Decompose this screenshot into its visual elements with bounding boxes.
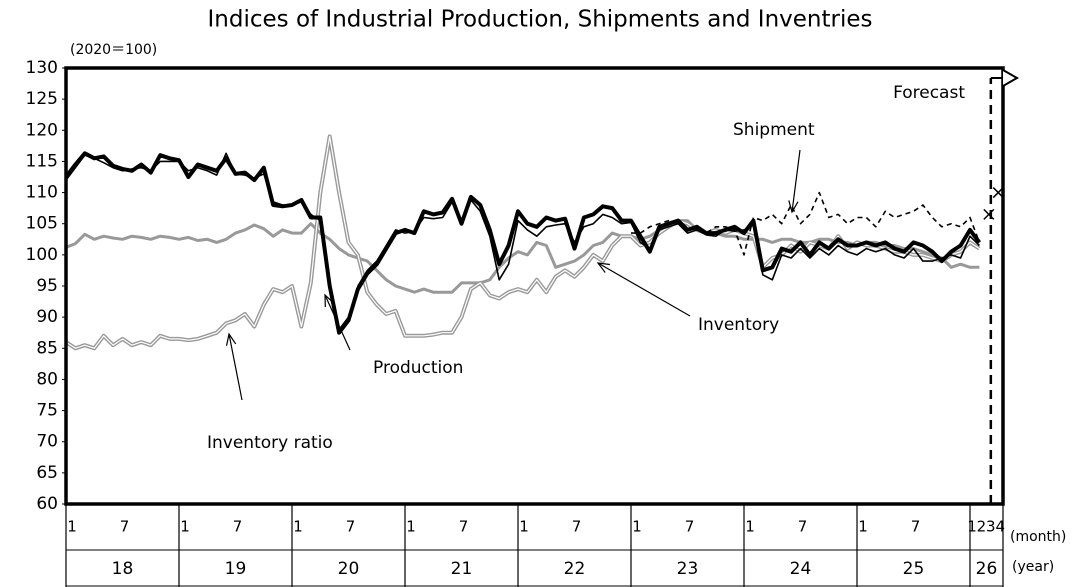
y-tick-label: 105 (26, 214, 58, 234)
year-label: 19 (225, 559, 247, 579)
y-tick-label: 125 (26, 89, 58, 109)
y-tick-label: 65 (36, 463, 58, 483)
y-tick-label: 120 (26, 120, 58, 140)
series-label: Shipment (733, 120, 815, 140)
year-label: 24 (790, 559, 812, 579)
y-tick-label: 85 (36, 338, 58, 358)
y-tick-label: 90 (36, 307, 58, 327)
forecast-arrow-head (1002, 69, 1020, 87)
x-tick-label: 7 (459, 518, 469, 536)
year-label: 22 (564, 559, 586, 579)
x-tick-label: 7 (346, 518, 356, 536)
label-arrow-head (788, 200, 799, 214)
y-tick-label: 60 (36, 494, 58, 514)
year-label: 20 (338, 559, 360, 579)
x-tick-label: 1 (67, 518, 77, 536)
y-tick-label: 75 (36, 401, 58, 421)
x-tick-label: 7 (798, 518, 808, 536)
x-tick-label: 3 (986, 518, 996, 536)
label-arrow (791, 149, 801, 213)
x-unit: (month) (1010, 529, 1066, 545)
y-tick-label: 80 (36, 369, 58, 389)
x-tick-label: 7 (233, 518, 243, 536)
x-tick-label: 1 (858, 518, 868, 536)
forecast-marker (983, 208, 995, 220)
year-label: 21 (451, 559, 473, 579)
series-label: Inventory (698, 315, 779, 335)
x-tick-label: 1 (293, 518, 303, 536)
year-label: 26 (976, 559, 998, 579)
series-label: Production (373, 358, 463, 378)
x-tick-label: 1 (180, 518, 190, 536)
label-arrow-head (225, 332, 237, 346)
x-tick-label: 7 (911, 518, 921, 536)
year-label: 25 (903, 559, 925, 579)
y-tick-label: 70 (36, 432, 58, 452)
series-label: Inventory ratio (207, 433, 333, 453)
y-unit: (2020＝100) (70, 42, 157, 58)
y-tick-label: 100 (26, 245, 58, 265)
label-arrow (324, 294, 351, 351)
x-tick-label: 1 (632, 518, 642, 536)
series-line (66, 151, 981, 335)
x-tick-label: 2 (977, 518, 987, 536)
x-tick-label: 4 (995, 518, 1005, 536)
x-tick-label: 7 (685, 518, 695, 536)
forecast-label: Forecast (893, 83, 965, 103)
y-tick-label: 115 (26, 151, 58, 171)
year-unit: (year) (1012, 559, 1054, 575)
year-label: 23 (677, 559, 699, 579)
x-tick-label: 7 (572, 518, 582, 536)
label-arrow-head (596, 262, 610, 273)
y-tick-label: 95 (36, 276, 58, 296)
x-tick-label: 1 (745, 518, 755, 536)
x-tick-label: 7 (120, 518, 130, 536)
x-tick-label: 1 (519, 518, 529, 536)
label-arrow-head (324, 293, 335, 308)
chart-title: Indices of Industrial Production, Shipme… (208, 7, 873, 33)
y-tick-label: 110 (26, 183, 58, 203)
series-line (66, 219, 980, 294)
x-tick-label: 1 (406, 518, 416, 536)
year-label: 18 (112, 559, 134, 579)
label-arrow (228, 333, 243, 401)
y-tick-label: 130 (26, 58, 58, 78)
plot-frame (64, 66, 1005, 506)
x-tick-label: 1 (967, 518, 977, 536)
label-arrow (597, 262, 691, 317)
